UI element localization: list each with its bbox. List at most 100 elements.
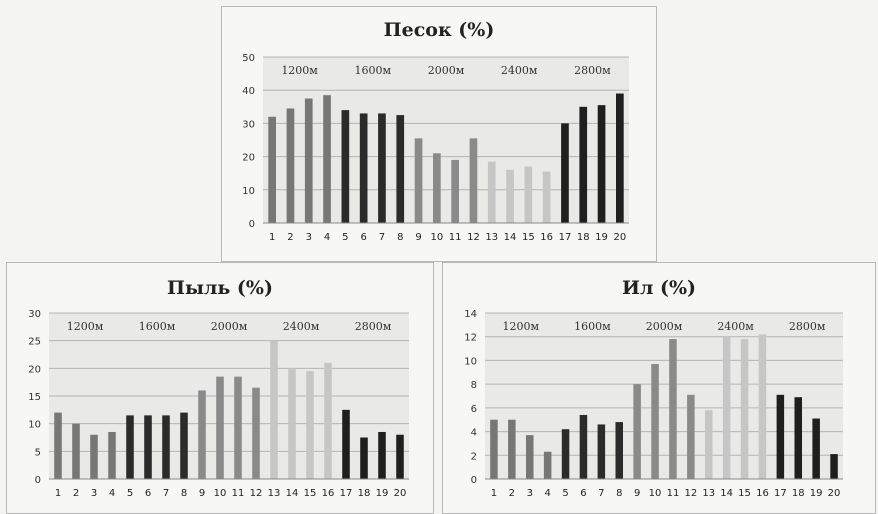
bar [270,340,278,479]
x-tick-label: 6 [360,232,366,243]
bar [234,376,242,479]
y-tick-label: 4 [471,428,477,439]
y-tick-label: 15 [28,392,41,403]
x-tick-label: 9 [634,488,640,499]
plot-area [485,313,843,479]
x-tick-label: 2 [287,232,293,243]
bar [830,454,838,479]
y-tick-label: 14 [464,309,477,320]
group-label: 2800м [789,320,826,333]
y-tick-label: 6 [471,404,477,415]
y-tick-label: 2 [471,451,477,462]
bar [268,116,276,223]
group-label: 2800м [355,320,392,333]
bar [306,371,314,479]
x-tick-label: 16 [540,232,553,243]
bar [108,431,116,479]
y-tick-label: 12 [464,333,477,344]
bar [722,336,731,479]
group-label: 2400м [283,320,320,333]
bar [615,422,624,479]
chart-panel-dust: Пыль (%) 0 5 10 15 20 25 30 1 2 3 4 5 6 7 8 9 10 11 12 13 14… [6,262,434,514]
bar [342,409,350,479]
y-tick-label: 8 [471,380,477,391]
group-label: 2800м [574,64,611,77]
group-label: 2000м [646,320,683,333]
x-tick-label: 11 [667,488,680,499]
x-tick-label: 19 [595,232,608,243]
x-tick-label: 1 [269,232,275,243]
bar [508,419,516,479]
bar [669,339,677,479]
bar [433,153,441,223]
group-label: 1600м [139,320,176,333]
bar [579,414,588,479]
bar [144,415,152,479]
bar [90,434,98,479]
x-tick-label: 7 [379,232,385,243]
x-tick-label: 10 [649,488,662,499]
x-tick-label: 10 [430,232,443,243]
x-tick-label: 20 [394,488,407,499]
chart-title: Песок (%) [383,19,495,41]
y-tick-label: 50 [242,53,255,64]
bar [487,161,496,223]
y-tick-label: 0 [35,475,41,486]
x-tick-label: 7 [163,488,169,499]
group-label: 2400м [717,320,754,333]
x-tick-label: 12 [467,232,480,243]
bar [216,376,224,479]
bar [324,362,332,479]
bar [198,390,206,479]
bar [469,138,478,223]
bar [561,123,569,223]
x-tick-label: 12 [250,488,263,499]
x-tick-label: 16 [756,488,769,499]
bar [542,171,551,223]
x-tick-label: 19 [810,488,823,499]
bar [180,412,188,479]
bar [687,394,695,479]
x-tick-label: 3 [527,488,533,499]
x-tick-label: 14 [286,488,299,499]
x-tick-label: 3 [306,232,312,243]
x-tick-label: 3 [91,488,97,499]
bar [396,434,404,479]
x-tick-label: 8 [397,232,403,243]
chart-title: Ил (%) [622,277,696,299]
y-tick-label: 0 [249,219,255,230]
x-tick-label: 7 [598,488,604,499]
y-tick-label: 30 [242,119,255,130]
y-tick-label: 30 [28,309,41,320]
x-tick-label: 4 [544,488,550,499]
x-tick-label: 15 [304,488,317,499]
x-tick-label: 12 [684,488,697,499]
y-tick-label: 10 [464,356,477,367]
x-tick-label: 6 [580,488,586,499]
bar [525,435,534,479]
bar [378,431,386,479]
group-label: 2400м [501,64,538,77]
group-label: 1200м [281,64,318,77]
bar [451,159,459,223]
y-tick-label: 20 [28,364,41,375]
group-label: 1600м [574,320,611,333]
bar [286,108,295,223]
x-tick-label: 13 [268,488,281,499]
bar [126,415,134,479]
x-tick-label: 13 [702,488,715,499]
x-tick-label: 1 [491,488,497,499]
x-tick-label: 19 [376,488,389,499]
bar [54,412,62,479]
bar [490,419,498,479]
plot-area [263,57,629,223]
y-tick-label: 25 [28,337,41,348]
bar [359,113,368,223]
x-tick-label: 20 [828,488,841,499]
bar [360,437,368,479]
y-tick-label: 0 [471,475,477,486]
bar [524,166,533,223]
